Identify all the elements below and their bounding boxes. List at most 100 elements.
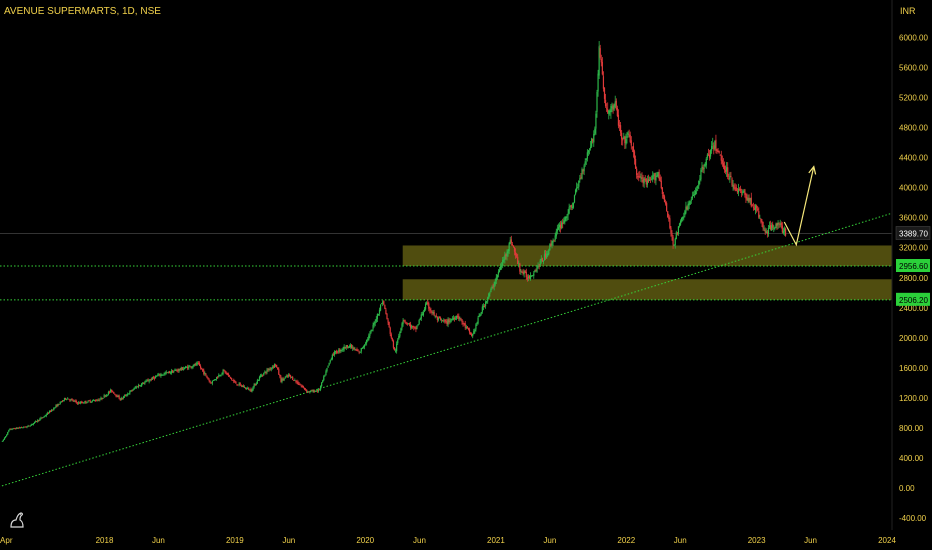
candle-body — [626, 136, 628, 139]
candle — [783, 226, 786, 236]
candle — [703, 163, 705, 174]
candle — [105, 394, 107, 398]
candle — [143, 382, 145, 385]
candle-body — [386, 313, 388, 320]
candle-body — [437, 317, 440, 320]
candle-body — [9, 428, 11, 431]
candle — [81, 400, 83, 404]
y-tick-label: 1200.00 — [899, 394, 928, 403]
candle — [283, 378, 285, 382]
candle — [46, 411, 48, 416]
candle — [18, 426, 21, 429]
candle — [693, 190, 696, 198]
candle — [411, 324, 413, 330]
candle-body — [771, 225, 773, 231]
candle-body — [36, 421, 38, 422]
candle — [159, 373, 161, 377]
candle — [643, 176, 645, 188]
candle — [748, 194, 750, 203]
candle-body — [774, 227, 776, 229]
candle-body — [554, 235, 556, 240]
candle — [48, 410, 51, 414]
symbol-name[interactable]: AVENUE SUPERMARTS — [4, 6, 117, 17]
candle-body — [101, 397, 103, 399]
tradingview-dino-icon[interactable] — [8, 511, 26, 529]
candle — [465, 324, 467, 330]
candle — [71, 397, 73, 401]
candle-body — [346, 345, 348, 348]
candle-body — [506, 252, 508, 257]
candle-body — [586, 152, 588, 159]
candle — [319, 385, 322, 392]
candle-body — [581, 169, 583, 179]
candle-body — [697, 186, 699, 189]
projection-path[interactable] — [783, 166, 815, 247]
candle-body — [578, 180, 580, 187]
candle — [63, 397, 66, 402]
candle-body — [223, 369, 225, 371]
candle-body — [602, 76, 605, 89]
candle — [241, 384, 243, 388]
candle-body — [711, 145, 713, 151]
candle-body — [309, 391, 311, 393]
candle — [589, 140, 592, 151]
candle — [780, 221, 782, 229]
candle-body — [128, 393, 130, 395]
candle-body — [192, 366, 194, 368]
candle-body — [756, 205, 758, 209]
candle — [172, 369, 174, 373]
candle — [768, 221, 771, 230]
candle-body — [589, 146, 592, 149]
candle — [457, 313, 459, 319]
candle-body — [394, 350, 397, 352]
candle — [225, 371, 227, 375]
candle — [779, 219, 781, 228]
candle-body — [564, 217, 566, 222]
candle — [729, 172, 731, 183]
candle — [122, 395, 125, 400]
candle — [514, 248, 517, 259]
candle — [541, 257, 543, 262]
candle — [569, 205, 571, 210]
candle — [576, 182, 578, 193]
candle — [739, 185, 742, 193]
candle — [82, 401, 84, 404]
interval-label[interactable]: 1D — [122, 6, 135, 17]
candle — [420, 312, 422, 321]
candle — [458, 313, 460, 321]
candle — [19, 427, 22, 429]
candle-body — [176, 370, 178, 372]
supply-demand-zones — [402, 245, 892, 300]
candle — [658, 169, 660, 181]
candle — [753, 204, 756, 211]
candle — [536, 264, 538, 274]
candle-body — [777, 222, 779, 226]
candle-body — [304, 389, 307, 391]
candle-body — [422, 312, 425, 315]
candle-body — [306, 389, 308, 392]
candle-body — [728, 178, 730, 180]
candle — [301, 384, 303, 388]
trendline[interactable] — [0, 212, 893, 488]
candle — [148, 379, 150, 384]
candle-body — [633, 151, 636, 159]
candle-body — [360, 348, 362, 352]
candle-body — [34, 420, 37, 422]
candle — [226, 372, 228, 376]
price-axis[interactable]: INR6000.005600.005200.004800.004400.0040… — [899, 6, 928, 523]
candle-body — [723, 165, 726, 170]
candle — [223, 369, 225, 372]
candle-body — [184, 366, 187, 369]
candle-body — [154, 376, 157, 379]
candle — [731, 177, 733, 188]
time-axis[interactable]: Apr 2018 Jun 2019 Jun 2020 Jun 2021 Jun 2022 Jun 20… — [0, 536, 896, 545]
candle — [506, 249, 508, 261]
candle — [690, 196, 692, 204]
candle — [490, 287, 492, 293]
candle — [91, 399, 93, 403]
candle — [14, 428, 16, 430]
candle-body — [206, 375, 208, 378]
candle — [103, 393, 105, 399]
candle — [626, 132, 628, 144]
